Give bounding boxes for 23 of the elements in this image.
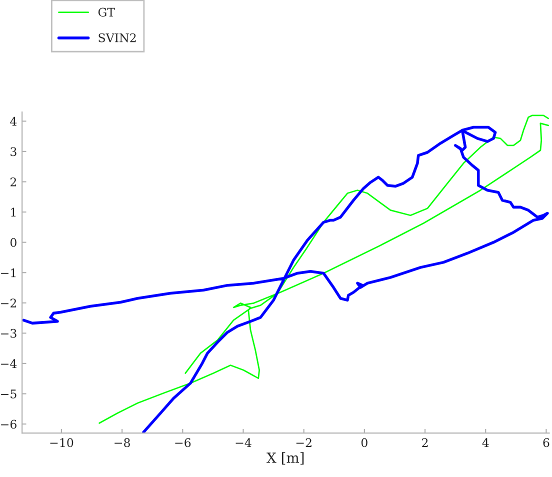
x-tick-label: 2 [422,438,428,447]
y-tick-label: −2 [1,298,16,308]
legend-label: GT [98,8,115,17]
x-tick-label: 0 [361,438,368,448]
x-axis-title: X [m] [266,452,304,465]
x-tick-label: −2 [296,438,312,447]
x-tick-label: −6 [175,438,191,448]
y-tick-label: −4 [1,359,17,368]
y-tick-label: 2 [10,177,16,186]
legend-label: SVIN2 [98,33,136,42]
y-tick-label: −1 [1,268,16,278]
y-tick-label: 1 [11,208,16,217]
y-tick-label: 0 [10,238,16,247]
y-tick-label: −3 [1,328,16,338]
x-tick-label: 4 [482,438,489,447]
x-tick-label: 6 [543,438,550,448]
x-tick-label: −4 [236,438,252,447]
y-tick-label: −5 [1,390,16,398]
x-tick-label: −10 [50,438,74,448]
y-tick-label: −6 [1,420,16,429]
y-tick-label: 3 [10,147,16,156]
y-tick-label: 4 [10,116,17,126]
x-tick-label: −8 [114,438,130,448]
